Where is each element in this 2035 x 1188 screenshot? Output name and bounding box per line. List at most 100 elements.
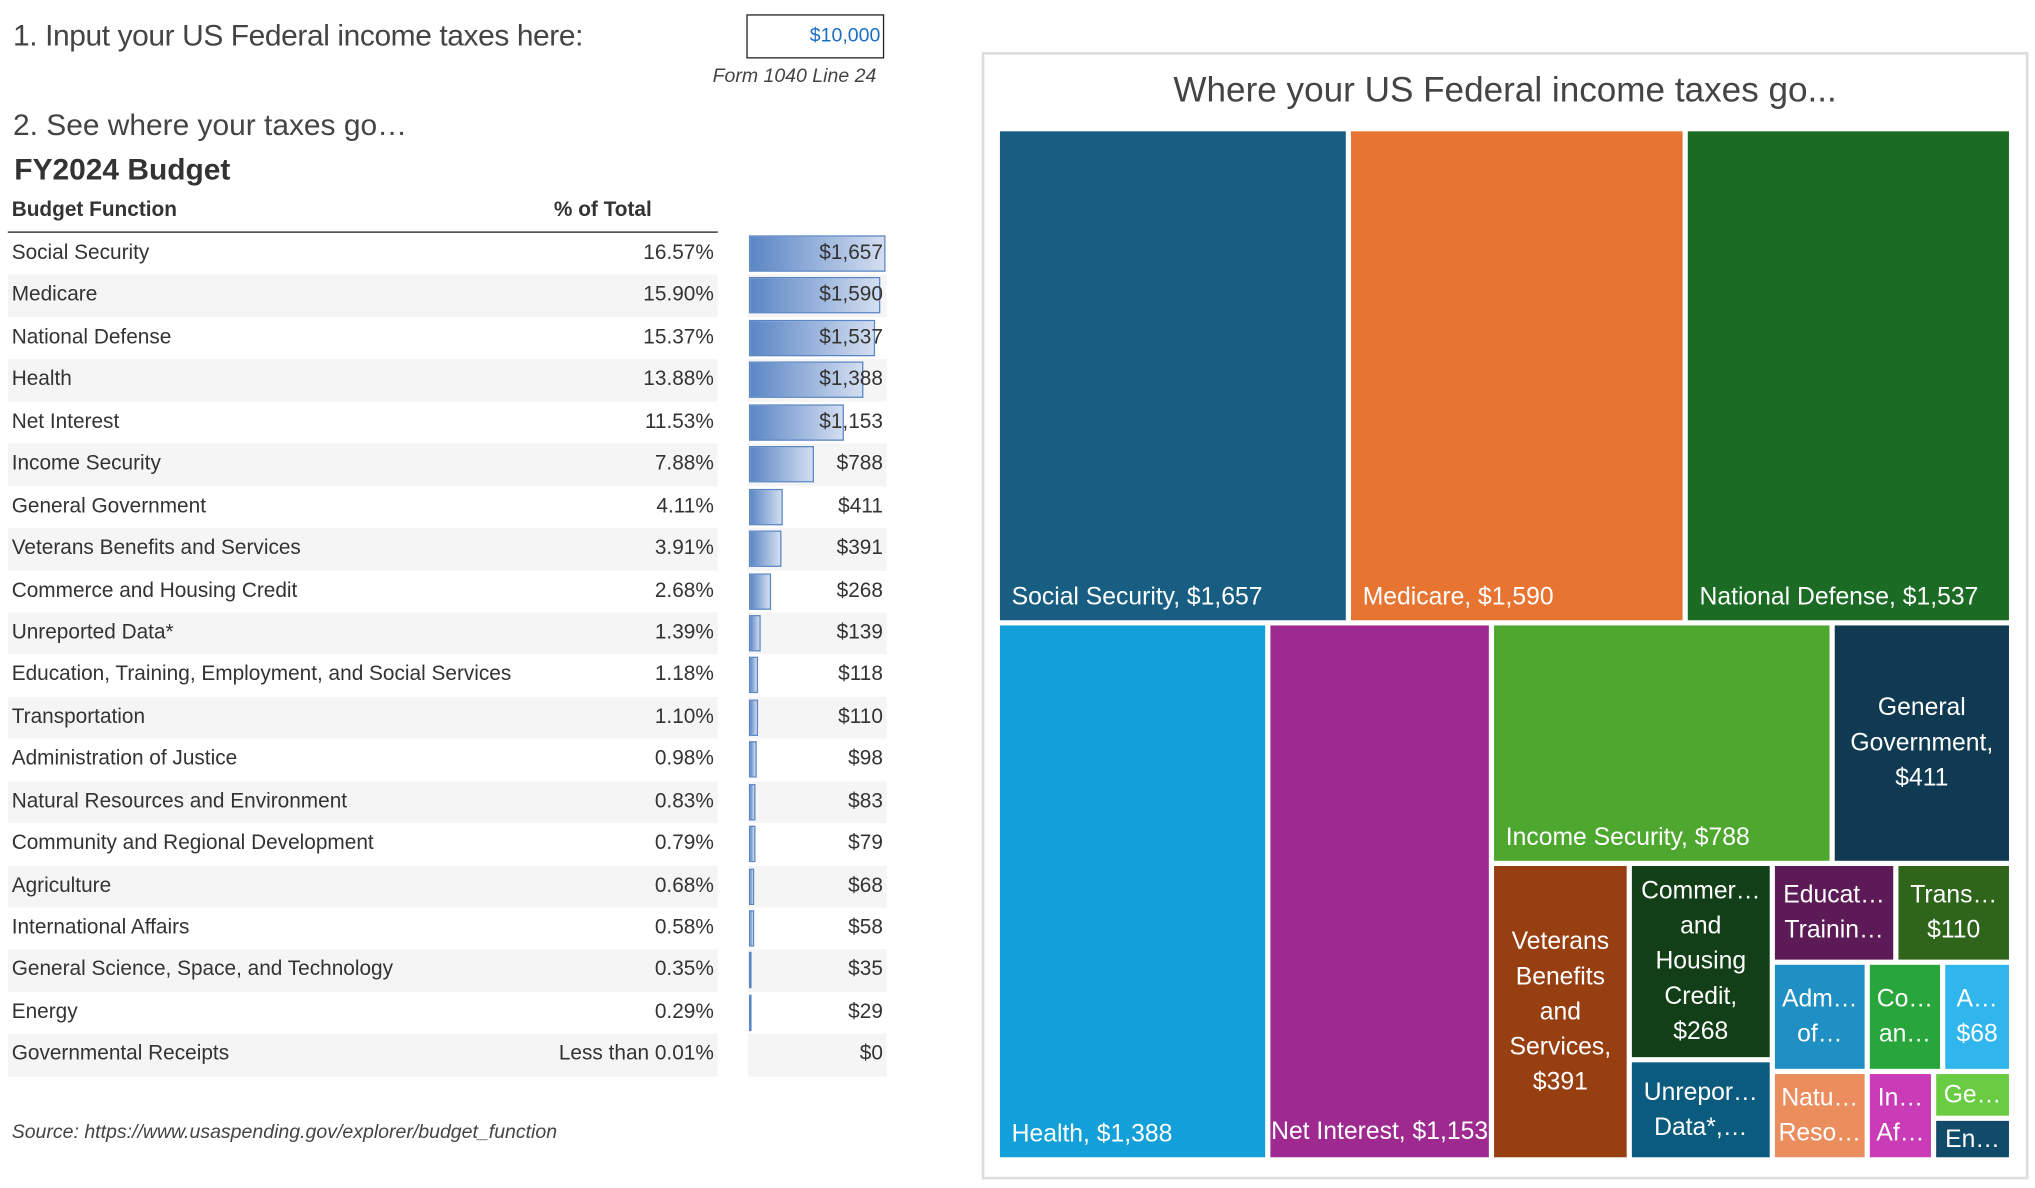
amount-bar [748,657,759,694]
table-row: General Science, Space, and Technology 0… [7,949,887,992]
bar-background [747,865,887,908]
amount-value: $391 [836,537,883,560]
table-row: Agriculture 0.68% $68 [7,865,887,908]
treemap-tile[interactable]: Income Security, $788 [1494,625,1830,861]
treemap-tile[interactable]: Social Security, $1,657 [999,131,1346,621]
bar-background [747,1034,887,1077]
amount-bar [748,361,864,399]
treemap-tile[interactable]: Veterans Benefits and Services, $391 [1494,865,1627,1158]
budget-function-name: Veterans Benefits and Services [11,537,301,560]
amount-bar [748,404,844,441]
row-background [7,1034,718,1077]
tile-label: En… [1945,1125,2001,1153]
amount-bar [748,825,756,863]
amount-value: $411 [838,494,883,518]
table-row: Governmental Receipts Less than 0.01% $0 [7,1034,887,1077]
treemap-tile[interactable]: Educat… Trainin… [1774,865,1894,960]
amount-value: $98 [848,747,883,771]
budget-function-name: Energy [11,1001,78,1024]
percent-of-total: 2.68% [654,579,714,602]
row-background [7,359,718,402]
column-header-function: Budget Function [11,198,177,222]
treemap-tile[interactable]: Natu… Reso… [1774,1074,1865,1158]
treemap-tile[interactable]: En… [1936,1120,2009,1158]
tile-label: Veterans Benefits and Services, $391 [1509,927,1612,1096]
percent-of-total: 0.98% [654,747,714,771]
amount-bar [748,319,876,357]
treemap-tile[interactable]: Co… an… [1869,964,1941,1069]
treemap-tile[interactable]: Trans… $110 [1898,865,2009,960]
table-row: Natural Resources and Environment 0.83% … [7,781,887,824]
budget-table: Social Security 16.57% $1,657 Medicare 1… [7,233,887,1077]
column-header-pct: % of Total [553,198,652,222]
table-row: Medicare 15.90% $1,590 [7,274,887,318]
treemap-tile[interactable]: A… $68 [1945,964,2009,1069]
amount-value: $1,537 [819,326,883,349]
amount-value: $118 [838,663,883,686]
tax-amount-input[interactable]: $10,000 [746,14,885,59]
treemap-tile[interactable]: Adm… of… [1774,964,1865,1069]
treemap-panel [981,52,2029,1180]
treemap-tile[interactable]: Medicare, $1,590 [1351,131,1683,621]
table-row: Unreported Data* 1.39% $139 [7,612,887,655]
amount-bar [748,868,755,905]
percent-of-total: Less than 0.01% [558,1043,714,1066]
treemap-tile[interactable]: General Government, $411 [1834,625,2009,861]
amount-value: $110 [838,705,883,728]
amount-value: $1,590 [819,284,883,307]
amount-value: $788 [836,452,883,475]
amount-bar [748,530,782,568]
treemap-tile[interactable]: In… Af… [1869,1074,1931,1158]
tile-label: Net Interest, $1,153 [1271,1118,1489,1146]
treemap-tile[interactable]: National Defense, $1,537 [1687,131,2009,621]
tile-label: National Defense, $1,537 [1699,583,1979,612]
budget-function-name: Community and Regional Development [11,832,374,855]
tile-label: Medicare, $1,590 [1362,583,1554,612]
amount-value: $1,657 [819,241,883,264]
table-row: Commerce and Housing Credit 2.68% $268 [8,570,887,612]
source-note: Source: https://www.usaspending.gov/expl… [11,1120,558,1143]
budget-function-name: Transportation [11,705,146,728]
budget-function-name: Net Interest [11,410,120,433]
amount-value: $58 [848,916,883,939]
treemap-tile[interactable]: Health, $1,388 [999,625,1266,1158]
table-row: Veterans Benefits and Services 3.91% $39… [7,528,887,571]
table-row: Health 13.88% $1,388 [7,359,887,402]
treemap-tile[interactable]: Net Interest, $1,153 [1270,625,1489,1158]
table-row: Transportation 1.10% $110 [7,696,887,739]
row-background [7,865,718,908]
tile-label: Adm… of… [1782,985,1858,1049]
budget-function-name: Unreported Data* [11,621,174,644]
budget-function-name: Health [11,368,72,391]
row-background [7,696,718,739]
budget-function-name: Agriculture [11,874,112,897]
table-row: General Government 4.11% $411 [8,486,887,528]
treemap-tile[interactable]: Commer… and Housing Credit, $268 [1631,865,1770,1058]
budget-function-name: Administration of Justice [11,747,238,771]
amount-value: $0 [859,1043,883,1066]
amount-bar [748,910,754,947]
table-row: Energy 0.29% $29 [8,992,887,1034]
tile-label: Income Security, $788 [1505,824,1750,852]
amount-value: $79 [848,832,883,855]
row-background [7,949,718,992]
budget-function-name: Governmental Receipts [11,1043,230,1066]
row-background [7,274,718,318]
treemap-tile[interactable]: Ge… [1936,1074,2009,1116]
percent-of-total: 7.88% [654,452,714,475]
tile-label: In… Af… [1876,1084,1925,1147]
amount-bar [748,488,783,525]
budget-function-name: Social Security [11,241,150,264]
percent-of-total: 15.37% [643,326,714,349]
percent-of-total: 13.88% [643,368,714,391]
treemap-title: Where your US Federal income taxes go... [1173,70,1837,110]
budget-function-name: Natural Resources and Environment [11,790,348,813]
amount-value: $29 [848,1001,883,1024]
percent-of-total: 0.79% [654,832,714,855]
amount-value: $83 [848,790,883,813]
budget-function-name: Income Security [11,452,161,475]
treemap-tile[interactable]: Unrepor… Data*,… [1631,1062,1770,1158]
tile-label: A… $68 [1956,985,1998,1049]
percent-of-total: 1.39% [654,621,714,644]
input-prompt: 1. Input your US Federal income taxes he… [13,18,584,53]
